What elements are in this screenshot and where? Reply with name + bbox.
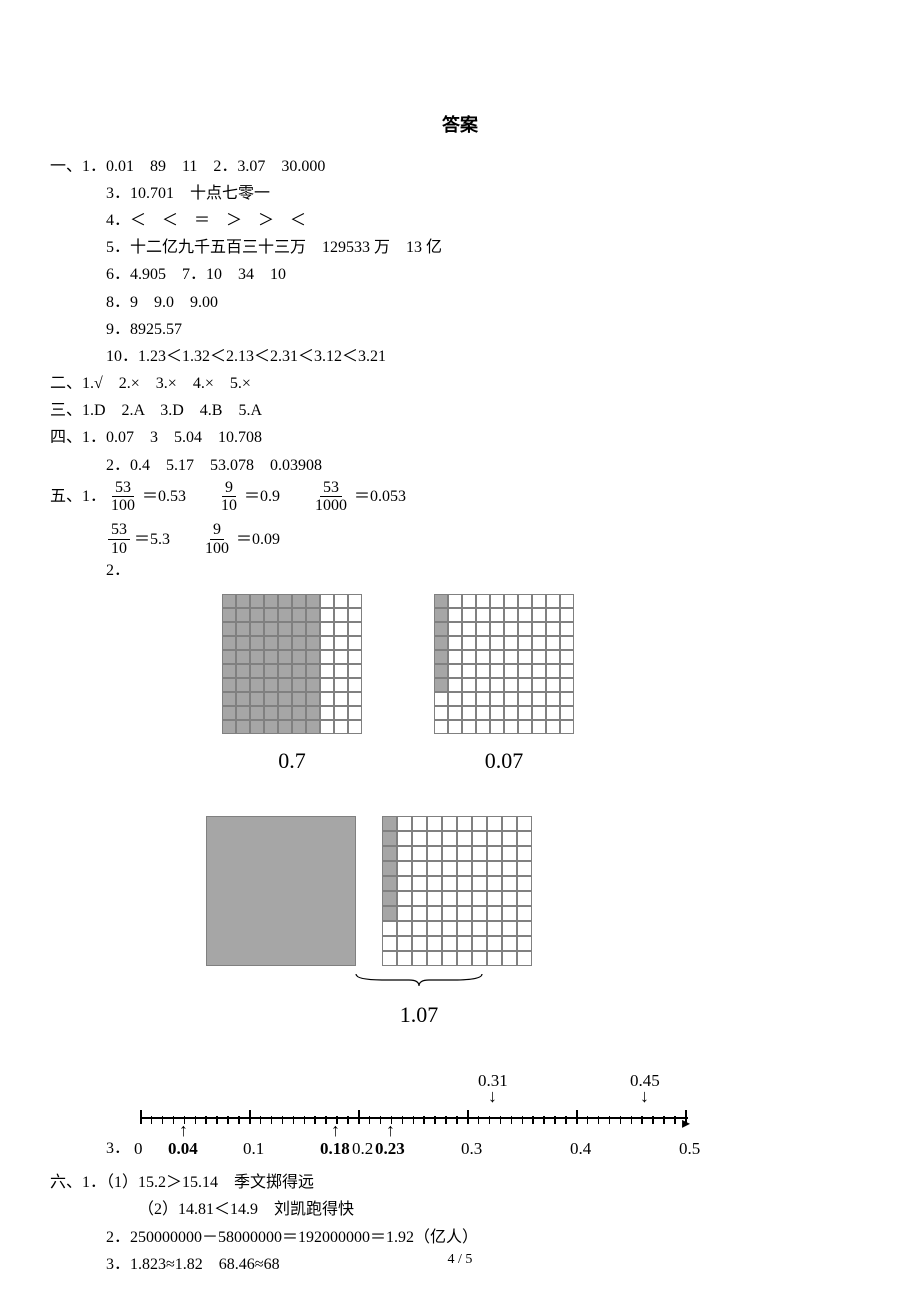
fraction: 5310 (108, 521, 130, 557)
frac-value: ＝5.3 (134, 526, 170, 553)
ans-line: 2．250000000－58000000＝192000000＝1.92（亿人） (50, 1224, 870, 1251)
ans-line: 四、1．0.07 3 5.04 10.708 (50, 424, 870, 451)
grid-caption: 0.07 (485, 742, 524, 779)
nl-major-label: 0.4 (570, 1135, 591, 1164)
number-line: 3． ▸ 00.10.20.30.40.5↑0.04↑0.18↑0.23 (140, 1105, 710, 1153)
item-label: 3． (106, 1135, 130, 1162)
ans-line: 2． (50, 557, 870, 584)
fraction: 531000 (312, 479, 350, 515)
ans-line: 6．4.905 7．10 34 10 (50, 261, 870, 288)
numberline-top-labels: 0.31 ↓ 0.45 ↓ (140, 1067, 700, 1105)
frac-value: ＝0.9 (244, 483, 280, 510)
fraction-row-2: 5310 ＝5.3 9100 ＝0.09 (50, 521, 870, 557)
frac-value: ＝0.09 (236, 526, 280, 553)
fraction: 9100 (202, 521, 232, 557)
arrow-down-icon: ↓ (640, 1087, 649, 1105)
ans-line: 5．十二亿九千五百三十三万 129533 万 13 亿 (50, 234, 870, 261)
grid-pair-1: 0.7 0.07 (222, 594, 870, 779)
line-axis (140, 1117, 688, 1119)
ans-line: 4．＜ ＜ ＝ ＞ ＞ ＜ (50, 207, 870, 234)
grid-caption: 0.7 (278, 742, 306, 779)
ans-line: 10．1.23＜1.32＜2.13＜2.31＜3.12＜3.21 (50, 343, 870, 370)
nl-pointer-label: 0.18 (320, 1135, 350, 1164)
section-label: 五、1． (50, 483, 106, 510)
grid-caption: 1.07 (400, 996, 439, 1033)
fraction-row-1: 五、1． 53100 ＝0.53 910 ＝0.9 531000 ＝0.053 (50, 479, 870, 515)
nl-major-label: 0.2 (352, 1135, 373, 1164)
ans-line: 二、1.√ 2.× 3.× 4.× 5.× (50, 370, 870, 397)
page-title: 答案 (50, 110, 870, 141)
nl-major-label: 0.5 (679, 1135, 700, 1164)
frac-value: ＝0.053 (354, 483, 406, 510)
arrow-down-icon: ↓ (488, 1087, 497, 1105)
grid-107 (206, 816, 870, 966)
nl-pointer-label: 0.04 (168, 1135, 198, 1164)
ans-line: 2．0.4 5.17 53.078 0.03908 (50, 452, 870, 479)
grid-07: 0.7 (222, 594, 362, 779)
ans-line: （2）14.81＜14.9 刘凯跑得快 (50, 1196, 870, 1223)
ans-line: 3．10.701 十点七零一 (50, 180, 870, 207)
ans-line: 三、1.D 2.A 3.D 4.B 5.A (50, 397, 870, 424)
full-square (206, 816, 356, 966)
partial-grid (382, 816, 532, 966)
grid-007: 0.07 (434, 594, 574, 779)
ans-line: 一、1．0.01 89 11 2．3.07 30.000 (50, 153, 870, 180)
fraction: 910 (218, 479, 240, 515)
page-footer: 4 / 5 (0, 1248, 920, 1272)
brace-107: 1.07 (206, 972, 484, 1033)
ans-line: 9．8925.57 (50, 316, 870, 343)
nl-major-label: 0 (134, 1135, 143, 1164)
nl-major-label: 0.3 (461, 1135, 482, 1164)
ans-line: 六、1．（1）15.2＞15.14 季文掷得远 (50, 1169, 870, 1196)
fraction: 53100 (108, 479, 138, 515)
nl-pointer-label: 0.23 (375, 1135, 405, 1164)
nl-major-label: 0.1 (243, 1135, 264, 1164)
frac-value: ＝0.53 (142, 483, 186, 510)
ans-line: 8．9 9.0 9.00 (50, 289, 870, 316)
